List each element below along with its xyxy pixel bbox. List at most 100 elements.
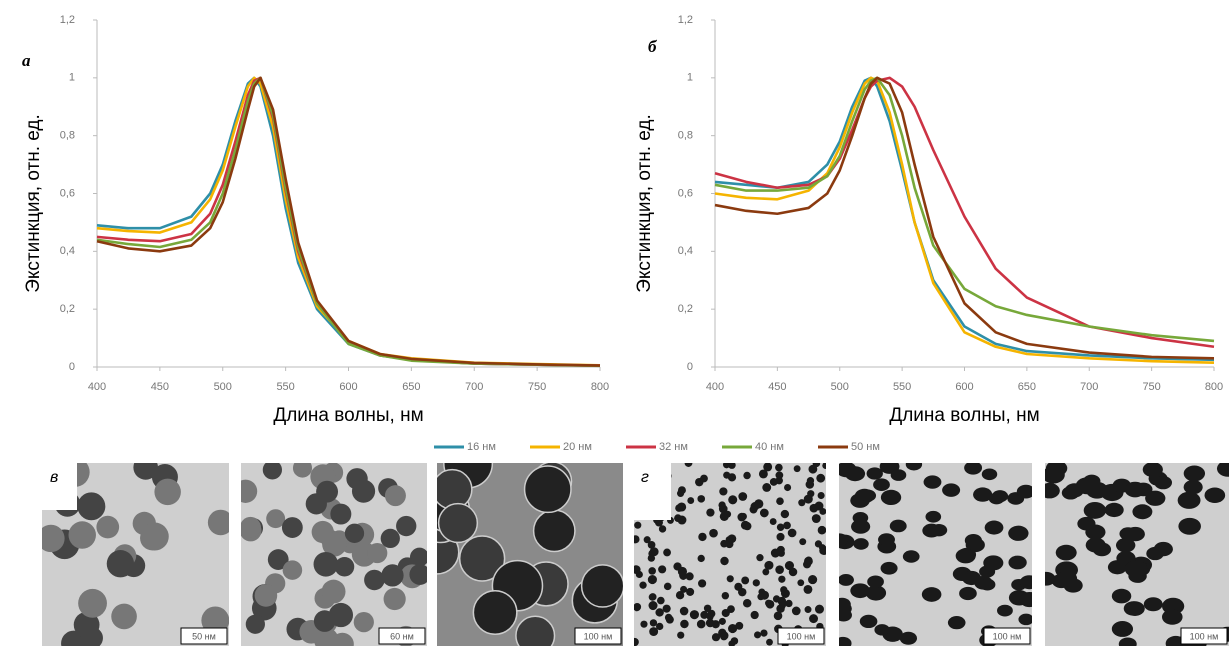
particle bbox=[472, 590, 518, 635]
particle bbox=[334, 557, 355, 577]
particle bbox=[845, 466, 866, 482]
particle bbox=[719, 487, 728, 496]
particle bbox=[797, 579, 805, 587]
particle bbox=[839, 533, 848, 547]
particle bbox=[738, 492, 748, 501]
particle bbox=[760, 629, 768, 637]
panel-label: в bbox=[50, 469, 58, 486]
y-tick-label: 0 bbox=[69, 361, 75, 373]
particle bbox=[866, 467, 883, 480]
particle bbox=[313, 551, 339, 577]
particle bbox=[765, 599, 775, 609]
particle bbox=[634, 637, 639, 646]
particle bbox=[734, 582, 743, 591]
particle bbox=[1123, 601, 1143, 616]
x-tick-label: 550 bbox=[893, 381, 911, 393]
particle bbox=[784, 561, 795, 571]
scale-label: 100 нм bbox=[787, 631, 816, 641]
particle bbox=[1055, 544, 1077, 561]
particle bbox=[739, 512, 747, 521]
particle bbox=[241, 479, 258, 503]
particle bbox=[658, 565, 667, 574]
particle bbox=[878, 533, 895, 546]
particle bbox=[818, 544, 826, 551]
series-line bbox=[96, 76, 601, 367]
x-tick-label: 750 bbox=[528, 381, 546, 393]
particle bbox=[321, 579, 346, 604]
scale-label: 100 нм bbox=[993, 631, 1022, 641]
particles bbox=[437, 463, 623, 646]
particle bbox=[1008, 555, 1027, 570]
particle bbox=[689, 610, 699, 620]
particle bbox=[207, 509, 229, 536]
particle bbox=[798, 499, 806, 507]
particle bbox=[873, 478, 890, 491]
particle bbox=[649, 593, 657, 601]
particle bbox=[80, 626, 103, 646]
particle bbox=[1146, 546, 1164, 561]
particle bbox=[880, 489, 902, 506]
particle bbox=[649, 627, 659, 637]
particle bbox=[1111, 588, 1132, 604]
series-line bbox=[714, 76, 1215, 364]
micrograph: 100 нм bbox=[633, 462, 826, 646]
particle bbox=[1018, 613, 1032, 626]
series-line bbox=[714, 76, 1215, 343]
legend-label: 16 нм bbox=[467, 441, 496, 453]
y-tick-label: 1 bbox=[687, 72, 693, 84]
particle bbox=[874, 624, 890, 636]
particle bbox=[722, 463, 731, 469]
particle bbox=[773, 611, 783, 621]
particle bbox=[655, 622, 664, 631]
particle bbox=[647, 541, 656, 549]
particle bbox=[1085, 524, 1106, 540]
particle bbox=[1216, 463, 1229, 477]
particle bbox=[698, 579, 707, 588]
particle bbox=[780, 589, 790, 598]
particle bbox=[634, 535, 640, 544]
particle bbox=[728, 624, 738, 634]
scale-box bbox=[180, 627, 228, 645]
micrograph: 50 нм bbox=[41, 462, 229, 646]
particle bbox=[1118, 637, 1137, 646]
particle bbox=[923, 475, 942, 489]
particle bbox=[803, 494, 813, 504]
scale-label: 50 нм bbox=[192, 631, 216, 641]
series-line bbox=[96, 76, 601, 367]
micrograph: 100 нм bbox=[1045, 463, 1229, 646]
particle bbox=[811, 514, 821, 524]
series-line bbox=[714, 76, 1215, 360]
particle bbox=[381, 564, 404, 587]
y-tick-label: 1,2 bbox=[60, 14, 75, 26]
particle bbox=[686, 587, 695, 596]
particle bbox=[804, 606, 812, 614]
particle bbox=[662, 604, 671, 613]
particle bbox=[133, 463, 159, 480]
particle bbox=[785, 599, 793, 608]
particle bbox=[805, 480, 815, 489]
y-axis-label: Экстинкция, отн. ед. bbox=[634, 114, 655, 293]
corner-cut bbox=[41, 462, 77, 510]
particle bbox=[735, 621, 744, 630]
particle bbox=[955, 548, 976, 564]
particle bbox=[657, 596, 665, 605]
particles bbox=[634, 463, 826, 646]
particle bbox=[515, 615, 556, 646]
corner-cut bbox=[633, 462, 671, 520]
y-tick-label: 1,2 bbox=[678, 14, 693, 26]
x-tick-label: 500 bbox=[831, 381, 849, 393]
particle bbox=[700, 474, 708, 483]
particle bbox=[742, 599, 752, 608]
particle bbox=[640, 620, 648, 628]
particle bbox=[793, 465, 801, 473]
particle bbox=[803, 584, 813, 594]
particle bbox=[839, 636, 852, 646]
particle bbox=[706, 508, 715, 517]
particle bbox=[905, 463, 923, 471]
particle bbox=[680, 585, 688, 593]
particle bbox=[979, 578, 996, 591]
micrograph: 100 нм bbox=[437, 463, 623, 646]
particle bbox=[763, 463, 773, 472]
panel-label: г bbox=[641, 469, 649, 486]
